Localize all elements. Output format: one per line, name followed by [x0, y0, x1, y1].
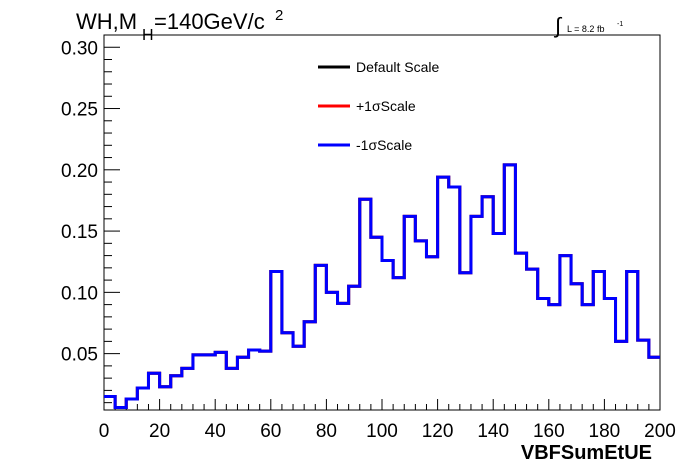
legend: Default Scale +1σScale -1σScale: [318, 59, 439, 153]
lumi-superscript: -1: [617, 21, 623, 28]
x-tick-label: 20: [149, 421, 170, 442]
series-layer: [104, 163, 660, 410]
title-rest: =140GeV/c: [154, 9, 265, 34]
y-tick-label: 0.20: [61, 161, 98, 182]
y-tick-label: 0.15: [61, 222, 98, 243]
x-tick-label: 140: [477, 421, 509, 442]
legend-label-plus-1-sigma: +1σScale: [356, 98, 416, 114]
luminosity-label: ∫ L = 8.2 fb -1: [553, 13, 623, 38]
x-tick-label: 180: [589, 421, 621, 442]
x-tick-label: 160: [533, 421, 565, 442]
legend-label-default-scale: Default Scale: [356, 59, 439, 75]
x-tick-label: 0: [99, 421, 110, 442]
lumi-integral-sign: ∫: [553, 13, 563, 38]
lumi-text: L = 8.2 fb: [567, 24, 604, 34]
x-tick-label: 200: [644, 421, 676, 442]
legend-label-minus-1-sigma: -1σScale: [356, 137, 412, 153]
x-tick-label: 120: [422, 421, 454, 442]
y-tick-label: 0.05: [61, 345, 98, 366]
series-line-2: [104, 163, 660, 410]
x-axis: 0 20 40 60 80 100 120 140 160 180 200: [99, 399, 676, 442]
x-axis-title: VBFSumEtUE: [521, 442, 652, 464]
x-tick-label: 100: [366, 421, 398, 442]
y-axis: 0.05 0.10 0.15 0.20 0.25 0.30: [61, 34, 120, 404]
title-superscript: 2: [275, 7, 283, 24]
x-tick-label: 60: [260, 421, 281, 442]
x-tick-label: 80: [316, 421, 337, 442]
y-tick-label: 0.30: [61, 38, 98, 59]
x-tick-label: 40: [205, 421, 226, 442]
title-main: WH,M: [76, 9, 137, 34]
y-tick-label: 0.10: [61, 283, 98, 304]
y-tick-label: 0.25: [61, 100, 98, 121]
